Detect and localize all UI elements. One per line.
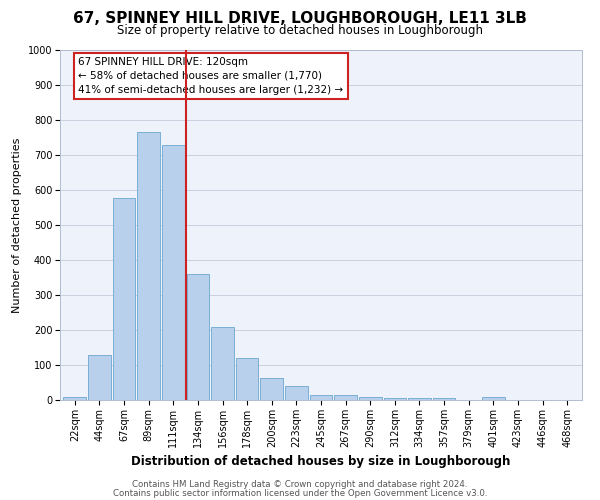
Bar — [162, 145, 185, 400]
Text: 67, SPINNEY HILL DRIVE, LOUGHBOROUGH, LE11 3LB: 67, SPINNEY HILL DRIVE, LOUGHBOROUGH, LE… — [73, 11, 527, 26]
Bar — [113, 198, 136, 400]
Bar — [334, 395, 357, 400]
Bar — [64, 396, 86, 400]
Bar — [236, 358, 259, 400]
Bar — [383, 398, 406, 400]
Text: Contains public sector information licensed under the Open Government Licence v3: Contains public sector information licen… — [113, 489, 487, 498]
Text: 67 SPINNEY HILL DRIVE: 120sqm
← 58% of detached houses are smaller (1,770)
41% o: 67 SPINNEY HILL DRIVE: 120sqm ← 58% of d… — [79, 57, 344, 95]
Bar — [408, 398, 431, 400]
Bar — [433, 398, 455, 400]
Bar — [482, 396, 505, 400]
Bar — [187, 274, 209, 400]
Text: Contains HM Land Registry data © Crown copyright and database right 2024.: Contains HM Land Registry data © Crown c… — [132, 480, 468, 489]
Bar — [211, 326, 234, 400]
X-axis label: Distribution of detached houses by size in Loughborough: Distribution of detached houses by size … — [131, 456, 511, 468]
Bar — [359, 396, 382, 400]
Y-axis label: Number of detached properties: Number of detached properties — [13, 138, 22, 312]
Bar — [137, 132, 160, 400]
Text: Size of property relative to detached houses in Loughborough: Size of property relative to detached ho… — [117, 24, 483, 37]
Bar — [310, 395, 332, 400]
Bar — [285, 386, 308, 400]
Bar — [260, 378, 283, 400]
Bar — [88, 355, 111, 400]
